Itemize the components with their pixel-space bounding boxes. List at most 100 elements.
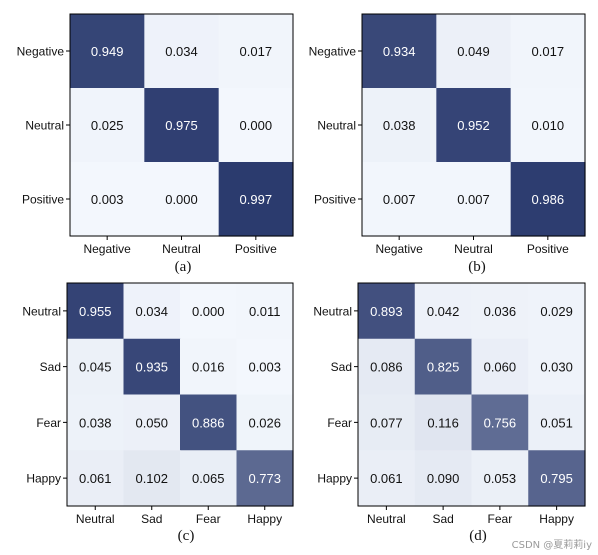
heatmap-cell bbox=[236, 338, 294, 396]
cell-value-label: 0.000 bbox=[165, 192, 198, 207]
heatmap-cell bbox=[180, 338, 238, 396]
cell-value-label: 0.011 bbox=[249, 304, 281, 319]
heatmap-cell bbox=[67, 450, 125, 507]
cell-value-label: 0.886 bbox=[192, 415, 225, 430]
heatmap-cell bbox=[218, 14, 294, 89]
heatmap-cell bbox=[528, 338, 586, 396]
heatmap-cell bbox=[70, 162, 145, 237]
heatmap-panel: 0.934 0.049 0.017 0.038 0.952 0.010 0.007 0.007… bbox=[309, 13, 586, 275]
heatmap-cell bbox=[70, 14, 145, 89]
heatmap-cell bbox=[180, 283, 238, 340]
cell-value-label: 0.975 bbox=[165, 118, 198, 133]
x-tick-label: Sad bbox=[432, 512, 453, 526]
heatmap-cell bbox=[528, 283, 586, 340]
cell-value-label: 0.034 bbox=[165, 44, 198, 59]
heatmap-cell bbox=[510, 14, 586, 89]
y-tick-label: Fear bbox=[36, 416, 61, 430]
cell-value-label: 0.934 bbox=[383, 44, 416, 59]
x-tick-label: Happy bbox=[247, 512, 282, 526]
cell-value-label: 0.003 bbox=[91, 192, 124, 207]
y-tick-label: Neutral bbox=[22, 304, 61, 318]
heatmap-panel: 0.893 0.042 0.036 0.029 0.086 0.825 0.060 0.030… bbox=[313, 282, 586, 544]
cell-value-label: 0.038 bbox=[383, 118, 416, 133]
heatmap-cell bbox=[358, 283, 416, 340]
heatmap-cell bbox=[70, 88, 145, 163]
heatmap-cell bbox=[236, 283, 294, 340]
heatmap-cell bbox=[180, 450, 238, 507]
cell-value-label: 0.955 bbox=[79, 304, 112, 319]
cell-value-label: 0.061 bbox=[370, 471, 403, 486]
cell-value-label: 0.773 bbox=[248, 471, 281, 486]
x-tick-label: Sad bbox=[141, 512, 162, 526]
cell-value-label: 0.065 bbox=[192, 471, 225, 486]
cell-value-label: 0.049 bbox=[457, 44, 490, 59]
cell-value-label: 0.986 bbox=[532, 192, 565, 207]
heatmap-cell bbox=[510, 162, 586, 237]
heatmap-cell bbox=[123, 338, 181, 396]
cell-value-label: 0.030 bbox=[540, 360, 573, 375]
heatmap-cell bbox=[362, 88, 437, 163]
cell-value-label: 0.060 bbox=[484, 360, 517, 375]
heatmap-cell bbox=[67, 394, 125, 451]
x-tick-label: Negative bbox=[375, 242, 423, 256]
cell-value-label: 0.034 bbox=[135, 304, 168, 319]
cell-value-label: 0.017 bbox=[532, 44, 565, 59]
heatmap-panel: 0.949 0.034 0.017 0.025 0.975 0.000 0.003 0.000… bbox=[17, 13, 294, 275]
panel-caption: (c) bbox=[178, 528, 195, 544]
cell-value-label: 0.077 bbox=[370, 415, 403, 430]
x-tick-label: Fear bbox=[488, 512, 513, 526]
y-tick-label: Positive bbox=[314, 193, 356, 207]
heatmap-cell bbox=[358, 450, 416, 507]
cell-value-label: 0.053 bbox=[484, 471, 517, 486]
y-tick-label: Sad bbox=[331, 360, 352, 374]
heatmap-cell bbox=[471, 450, 529, 507]
cell-value-label: 0.036 bbox=[484, 304, 517, 319]
cell-value-label: 0.007 bbox=[457, 192, 490, 207]
x-tick-label: Neutral bbox=[162, 242, 201, 256]
cell-value-label: 0.949 bbox=[91, 44, 124, 59]
cell-value-label: 0.795 bbox=[540, 471, 573, 486]
cell-value-label: 0.935 bbox=[135, 360, 168, 375]
heatmap-cell bbox=[414, 450, 473, 507]
cell-value-label: 0.050 bbox=[135, 415, 168, 430]
heatmap-cell bbox=[362, 14, 437, 89]
heatmap-panel: 0.955 0.034 0.000 0.011 0.045 0.935 0.016 0.003… bbox=[22, 282, 294, 544]
y-tick-label: Positive bbox=[22, 193, 64, 207]
cell-value-label: 0.952 bbox=[457, 118, 490, 133]
cell-value-label: 0.893 bbox=[370, 304, 403, 319]
cell-value-label: 0.000 bbox=[240, 118, 273, 133]
y-tick-label: Happy bbox=[317, 472, 352, 486]
heatmap-cell bbox=[414, 283, 473, 340]
heatmap-cell bbox=[528, 394, 586, 451]
heatmap-cell bbox=[218, 162, 294, 237]
cell-value-label: 0.000 bbox=[192, 304, 225, 319]
y-tick-label: Sad bbox=[40, 360, 61, 374]
heatmap-cell bbox=[528, 450, 586, 507]
cell-value-label: 0.116 bbox=[427, 415, 459, 430]
heatmap-cell bbox=[144, 14, 220, 89]
cell-value-label: 0.825 bbox=[427, 360, 460, 375]
heatmap-cell bbox=[510, 88, 586, 163]
cell-value-label: 0.016 bbox=[192, 360, 225, 375]
panel-caption: (a) bbox=[175, 259, 192, 275]
cell-value-label: 0.102 bbox=[135, 471, 168, 486]
heatmap-cell bbox=[414, 338, 473, 396]
y-tick-label: Neutral bbox=[25, 119, 64, 133]
cell-value-label: 0.025 bbox=[91, 118, 124, 133]
y-tick-label: Neutral bbox=[313, 304, 352, 318]
cell-value-label: 0.051 bbox=[540, 415, 573, 430]
x-tick-label: Happy bbox=[539, 512, 574, 526]
cell-value-label: 0.090 bbox=[427, 471, 460, 486]
heatmap-cell bbox=[144, 88, 220, 163]
x-tick-label: Positive bbox=[527, 242, 569, 256]
cell-value-label: 0.017 bbox=[240, 44, 273, 59]
x-tick-label: Positive bbox=[235, 242, 277, 256]
heatmap-cell bbox=[144, 162, 220, 237]
heatmap-cell bbox=[123, 394, 181, 451]
y-tick-label: Negative bbox=[17, 45, 65, 59]
cell-value-label: 0.045 bbox=[79, 360, 112, 375]
cell-value-label: 0.756 bbox=[484, 415, 517, 430]
heatmap-cell bbox=[236, 450, 294, 507]
y-tick-label: Negative bbox=[309, 45, 357, 59]
